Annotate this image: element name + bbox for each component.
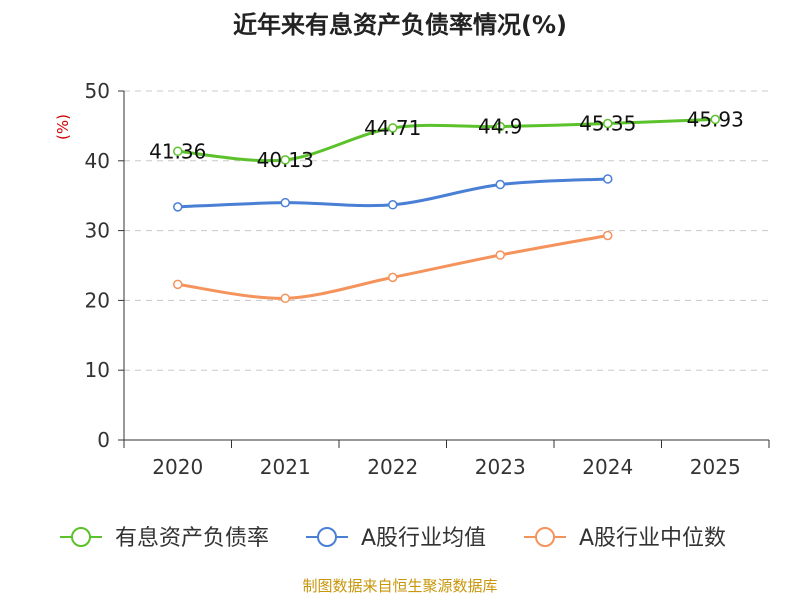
grid-lines	[124, 90, 769, 371]
data-point	[603, 118, 613, 129]
data-point	[280, 293, 290, 304]
data-point	[280, 197, 290, 208]
legend-marker	[317, 527, 337, 547]
data-point	[173, 279, 183, 290]
legend-label: 有息资产负债率	[115, 526, 269, 551]
legend: 有息资产负债率 A股行业均值 A股行业中位数	[60, 526, 726, 551]
legend-marker	[71, 527, 91, 547]
y-tick-label: 30	[85, 219, 110, 243]
y-tick-label: 50	[85, 79, 110, 103]
data-label: 40.13	[257, 148, 314, 172]
series-line-0	[177, 117, 716, 163]
series-line-2	[177, 234, 609, 300]
data-label: 44.71	[364, 116, 421, 140]
y-axis-unit: (%)	[54, 114, 72, 140]
source-note: 制图数据来自恒生聚源数据库	[302, 577, 497, 595]
legend-label: A股行业均值	[361, 526, 486, 551]
data-point	[495, 121, 505, 132]
y-tick-label: 0	[97, 428, 110, 452]
legend-label: A股行业中位数	[579, 526, 726, 551]
x-tick-label: 2023	[475, 455, 526, 479]
y-tick-label: 10	[85, 358, 110, 382]
data-point	[280, 155, 290, 165]
data-point	[603, 174, 613, 184]
chart-title: 近年来有息资产负债率情况(%)	[233, 11, 567, 39]
data-point	[388, 123, 398, 133]
data-label: 45.35	[579, 111, 636, 135]
data-point	[173, 146, 183, 157]
data-label: 44.9	[478, 115, 523, 139]
y-tick-label: 40	[85, 149, 110, 173]
data-point	[495, 179, 505, 190]
data-point	[388, 272, 398, 283]
data-label: 45.93	[687, 107, 744, 131]
x-tick-label: 2021	[260, 455, 311, 479]
data-point	[710, 114, 720, 125]
x-tick-label: 2020	[152, 455, 203, 479]
y-tick-label: 20	[85, 288, 110, 312]
data-point	[495, 250, 505, 260]
x-tick-label: 2025	[690, 455, 741, 479]
data-label: 41.36	[149, 139, 206, 163]
data-point	[173, 202, 183, 212]
series-lines	[173, 114, 720, 304]
data-labels: 41.36 40.13 44.71 44.9 45.35 45.93	[149, 107, 744, 171]
x-tick-label: 2024	[582, 455, 633, 479]
x-tick-label: 2022	[367, 455, 418, 479]
legend-marker	[535, 527, 555, 547]
axes: 0 10 20 30 40 50 2020 2021 2022 2023 2024 2025	[85, 79, 770, 479]
data-point	[603, 230, 613, 241]
data-point	[388, 200, 398, 210]
